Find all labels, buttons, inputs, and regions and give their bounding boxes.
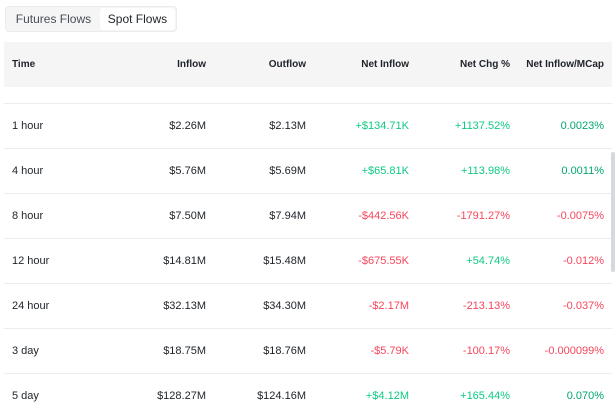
net-inflow-cell: +$134.71K <box>308 103 409 149</box>
time-cell: 12 hour <box>4 238 94 284</box>
net-inflow-cell: -$5.79K <box>308 328 409 374</box>
inflow-cell: $5.76M <box>94 148 206 194</box>
header-net-inflow-mcap[interactable]: Net Inflow/MCap <box>526 59 604 70</box>
net-inflow-mcap-cell: -0.037% <box>510 283 612 329</box>
table-row: 24 hour $32.13M $34.30M -$2.17M -213.13% -0.0… <box>4 283 612 329</box>
table-header: Time Inflow Outflow Net Inflow Net Chg %… <box>4 42 612 87</box>
net-inflow-cell: +$65.81K <box>308 148 409 194</box>
flows-table: Time Inflow Outflow Net Inflow Net Chg %… <box>4 42 612 418</box>
table-row: 12 hour $14.81M $15.48M -$675.55K +54.74% -0.… <box>4 238 612 284</box>
time-cell: 8 hour <box>4 193 94 239</box>
net-inflow-cell: -$442.56K <box>308 193 409 239</box>
time-cell: 3 day <box>4 328 94 374</box>
outflow-cell: $18.76M <box>206 328 308 374</box>
table-spacer-row <box>4 87 612 104</box>
net-chg-cell: +113.98% <box>409 148 510 194</box>
outflow-cell: $34.30M <box>206 283 308 329</box>
net-inflow-mcap-cell: -0.0075% <box>510 193 612 239</box>
table-row: 3 day $18.75M $18.76M -$5.79K -100.17% -0.000… <box>4 328 612 374</box>
outflow-cell: $7.94M <box>206 193 308 239</box>
net-chg-cell: +1137.52% <box>409 103 510 149</box>
header-time[interactable]: Time <box>12 59 36 70</box>
net-inflow-cell: -$2.17M <box>308 283 409 329</box>
table-row: 4 hour $5.76M $5.69M +$65.81K +113.98% 0.0011… <box>4 148 612 194</box>
flow-type-tabs: Futures Flows Spot Flows <box>5 6 177 32</box>
net-inflow-mcap-cell: 0.0011% <box>510 148 612 194</box>
outflow-cell: $5.69M <box>206 148 308 194</box>
net-chg-cell: -213.13% <box>409 283 510 329</box>
outflow-cell: $15.48M <box>206 238 308 284</box>
net-chg-cell: -1791.27% <box>409 193 510 239</box>
net-chg-cell: +54.74% <box>409 238 510 284</box>
time-cell: 1 hour <box>4 103 94 149</box>
tab-spot-flows[interactable]: Spot Flows <box>99 8 175 30</box>
header-net-inflow[interactable]: Net Inflow <box>361 59 409 70</box>
table-body: 1 hour $2.26M $2.13M +$134.71K +1137.52% 0.00… <box>4 87 612 418</box>
tab-futures-flows[interactable]: Futures Flows <box>7 8 100 30</box>
inflow-cell: $7.50M <box>94 193 206 239</box>
net-chg-cell: +165.44% <box>409 373 510 418</box>
net-inflow-mcap-cell: 0.0023% <box>510 103 612 149</box>
time-cell: 5 day <box>4 373 94 418</box>
inflow-cell: $14.81M <box>94 238 206 284</box>
table-row: 1 hour $2.26M $2.13M +$134.71K +1137.52% 0.00… <box>4 103 612 149</box>
table-scrollbar[interactable] <box>611 152 615 272</box>
header-outflow[interactable]: Outflow <box>268 59 306 70</box>
inflow-cell: $2.26M <box>94 103 206 149</box>
table-row: 8 hour $7.50M $7.94M -$442.56K -1791.27% -0.0… <box>4 193 612 239</box>
time-cell: 4 hour <box>4 148 94 194</box>
net-inflow-mcap-cell: -0.012% <box>510 238 612 284</box>
inflow-cell: $128.27M <box>94 373 206 418</box>
header-net-chg[interactable]: Net Chg % <box>460 59 510 70</box>
net-inflow-mcap-cell: -0.000099% <box>510 328 612 374</box>
net-inflow-cell: -$675.55K <box>308 238 409 284</box>
outflow-cell: $2.13M <box>206 103 308 149</box>
header-inflow[interactable]: Inflow <box>177 59 206 70</box>
net-chg-cell: -100.17% <box>409 328 510 374</box>
flows-table-container: Time Inflow Outflow Net Inflow Net Chg %… <box>4 42 615 418</box>
spacer-cell <box>4 87 612 104</box>
net-inflow-cell: +$4.12M <box>308 373 409 418</box>
table-row: 5 day $128.27M $124.16M +$4.12M +165.44% 0.07… <box>4 373 612 418</box>
inflow-cell: $18.75M <box>94 328 206 374</box>
net-inflow-mcap-cell: 0.070% <box>510 373 612 418</box>
time-cell: 24 hour <box>4 283 94 329</box>
inflow-cell: $32.13M <box>94 283 206 329</box>
outflow-cell: $124.16M <box>206 373 308 418</box>
